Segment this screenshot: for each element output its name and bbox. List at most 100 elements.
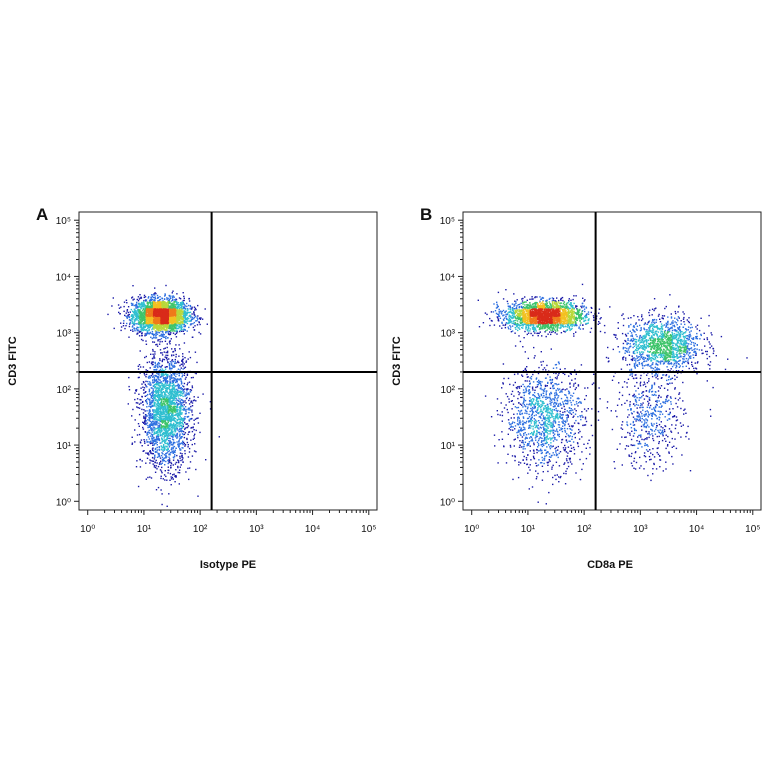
event-dot [170,461,172,464]
event-dot [157,454,160,456]
event-dot [171,324,173,327]
event-dot [161,297,163,299]
event-dot [155,489,158,491]
event-dot [155,325,157,328]
event-dot [190,377,193,379]
event-dot [161,302,163,304]
event-dot [167,301,169,303]
event-dot [161,434,163,436]
event-dot [181,398,183,401]
event-dot [142,315,144,317]
event-dot [156,304,159,307]
event-dot [174,321,177,324]
event-dot [173,422,175,425]
event-dot [181,430,183,432]
event-dot [162,325,165,328]
event-dot [137,308,139,311]
event-dot [183,409,185,411]
event-dot [163,358,166,361]
event-dot [160,375,163,377]
event-dot [166,424,168,426]
event-dot [144,442,146,444]
event-dot [157,434,159,437]
event-dot [166,322,168,324]
event-dot [139,303,141,305]
event-dot [176,327,178,330]
event-dot [197,417,199,419]
event-dot [160,391,162,393]
event-dot [159,311,161,313]
event-dot [191,409,193,411]
event-dot [176,391,178,393]
event-dot [170,464,172,467]
event-dot [151,301,154,303]
event-dot [167,469,169,471]
event-dot [180,302,182,305]
event-dot [137,312,139,314]
event-dot [160,337,163,340]
event-dot [182,406,184,408]
event-dot [142,421,144,423]
event-dot [156,410,158,412]
event-dot [160,415,162,418]
event-dot [155,392,157,394]
event-dot [172,393,174,395]
event-dot [186,390,188,392]
event-dot [130,302,133,305]
event-dot [143,440,146,443]
event-dot [166,479,168,481]
event-dot [179,319,181,322]
event-dot [170,442,172,444]
event-dot [152,429,154,431]
event-dot [157,415,159,418]
event-dot [166,434,168,436]
event-dot [136,298,138,301]
event-dot [167,420,169,422]
event-dot [182,355,184,358]
event-dot [167,354,169,357]
event-dot [167,421,169,424]
event-dot [152,317,155,320]
event-dot [183,304,186,306]
event-dot [152,337,155,339]
event-dot [163,410,165,412]
event-dot [138,322,141,325]
event-dot [135,402,138,404]
event-dot [166,448,169,450]
event-dot [188,478,190,481]
event-dot [147,309,149,311]
event-dot [173,389,175,391]
event-dot [136,301,138,304]
event-dot [164,377,166,379]
event-dot [153,341,156,343]
event-dot [166,425,168,428]
event-dot [171,438,174,440]
event-dot [173,387,175,389]
event-dot [148,318,150,320]
event-dot [181,360,184,362]
event-dot [188,392,190,395]
event-dot [126,322,128,325]
event-dot [144,391,146,394]
event-dot [162,450,164,452]
event-dot [159,349,162,351]
event-dot [158,316,160,319]
event-dot [177,459,179,461]
event-dot [183,314,185,316]
event-dot [178,413,180,416]
event-dot [138,315,140,317]
event-dot [174,379,176,381]
event-dot [169,367,171,369]
event-dot [175,422,178,424]
event-dot [157,392,160,394]
event-dot [155,334,157,336]
event-dot [182,409,184,411]
event-dot [151,438,153,440]
event-dot [181,388,184,390]
event-dot [142,329,144,332]
event-dot [174,426,176,428]
event-dot [177,402,179,405]
event-dot [165,421,167,424]
event-dot [163,397,165,399]
event-dot [138,376,140,379]
